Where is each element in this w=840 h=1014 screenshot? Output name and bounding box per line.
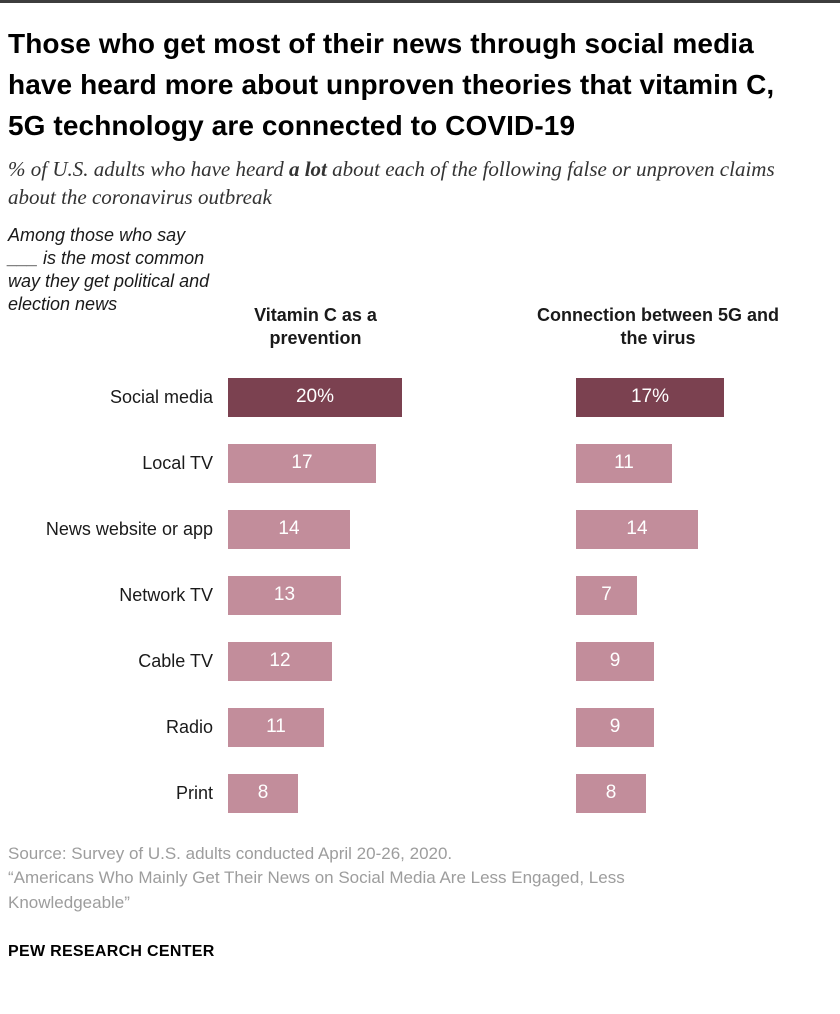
- subtitle-bold: a lot: [288, 157, 327, 182]
- bar-value-label: 7: [601, 584, 612, 606]
- bar: 12: [228, 641, 332, 681]
- bar: 8: [576, 773, 646, 813]
- bar-value-label: 14: [278, 518, 300, 540]
- bar: 11: [576, 443, 672, 483]
- bar-zone-vitamin-c: 8: [228, 773, 576, 813]
- bar: 14: [576, 509, 698, 549]
- bar-value-label: 8: [257, 782, 269, 804]
- chart-header-section: Among those who say ___ is the most comm…: [8, 222, 812, 364]
- bar-zone-5g: 9: [576, 641, 812, 681]
- category-label: News website or app: [45, 518, 213, 539]
- bar: 17%: [576, 377, 724, 417]
- column-header-5g: Connection between 5G and the virus: [536, 304, 780, 348]
- bar-zone-vitamin-c: 14: [228, 509, 576, 549]
- bar-value-label: 20%: [295, 386, 335, 408]
- category-label: Local TV: [142, 452, 213, 473]
- chart-row: Print 8 8: [8, 760, 812, 826]
- bar-zone-vitamin-c: 17: [228, 443, 576, 483]
- column-header-vitamin-c: Vitamin C as a prevention: [254, 304, 377, 348]
- bar: 8: [228, 773, 298, 813]
- bar-zone-5g: 14: [576, 509, 812, 549]
- bar-zone-5g: 7: [576, 575, 812, 615]
- bar-value-label: 9: [609, 650, 621, 672]
- bar-value-label: 11: [266, 716, 286, 738]
- bar: 14: [228, 509, 350, 549]
- category-label: Network TV: [119, 584, 213, 605]
- category-label: Social media: [109, 386, 213, 407]
- chart-side-note: Among those who say ___ is the most comm…: [8, 225, 210, 315]
- bar: 9: [576, 707, 654, 747]
- bar-zone-5g: 11: [576, 443, 812, 483]
- subtitle-suffix: about each of the following false or unp…: [8, 157, 775, 210]
- bar: 17: [228, 443, 376, 483]
- chart-row: Network TV 13 7: [8, 562, 812, 628]
- bar-value-label: 17: [291, 452, 313, 474]
- bar-zone-5g: 8: [576, 773, 812, 813]
- bar-value-label: 9: [609, 716, 621, 738]
- bar: 20%: [228, 377, 402, 417]
- bar-zone-5g: 17%: [576, 377, 812, 417]
- chart-subtitle: % of U.S. adults who have heard a lot ab…: [8, 156, 788, 212]
- subtitle-prefix: % of U.S. adults who have heard: [8, 157, 289, 182]
- bar-zone-vitamin-c: 11: [228, 707, 576, 747]
- source-quote: “Americans Who Mainly Get Their News on …: [8, 868, 625, 912]
- source-line: Source: Survey of U.S. adults conducted …: [8, 844, 453, 864]
- bar-value-label: 14: [626, 518, 648, 540]
- chart-row: Social media 20% 17%: [8, 364, 812, 430]
- bar-value-label: 13: [273, 584, 296, 606]
- category-label: Cable TV: [138, 650, 213, 671]
- bar-value-label: 12: [269, 650, 291, 672]
- bar: 13: [228, 575, 341, 615]
- bar-value-label: 11: [614, 452, 634, 474]
- bar-zone-5g: 9: [576, 707, 812, 747]
- chart-row: Cable TV 12 9: [8, 628, 812, 694]
- category-label: Print: [175, 782, 213, 803]
- bar-value-label: 8: [605, 782, 617, 804]
- chart-row: News website or app 14 14: [8, 496, 812, 562]
- top-border-rule: [0, 0, 840, 3]
- category-label: Radio: [165, 716, 213, 737]
- bar: 7: [576, 575, 637, 615]
- bar-zone-vitamin-c: 13: [228, 575, 576, 615]
- chart-rows: Social media 20% 17% Local TV 17 11 News websi…: [8, 364, 812, 826]
- page-title: Those who get most of their news through…: [8, 28, 775, 142]
- pew-research-center-wordmark: PEW RESEARCH CENTER: [8, 942, 215, 960]
- bar: 9: [576, 641, 654, 681]
- bar-zone-vitamin-c: 12: [228, 641, 576, 681]
- bar: 11: [228, 707, 324, 747]
- bar-zone-vitamin-c: 20%: [228, 377, 576, 417]
- source-block: Source: Survey of U.S. adults conducted …: [8, 842, 698, 914]
- bar-value-label: 17%: [630, 386, 670, 408]
- chart-page: Those who get most of their news through…: [0, 23, 840, 961]
- chart-row: Local TV 17 11: [8, 430, 812, 496]
- chart-row: Radio 11 9: [8, 694, 812, 760]
